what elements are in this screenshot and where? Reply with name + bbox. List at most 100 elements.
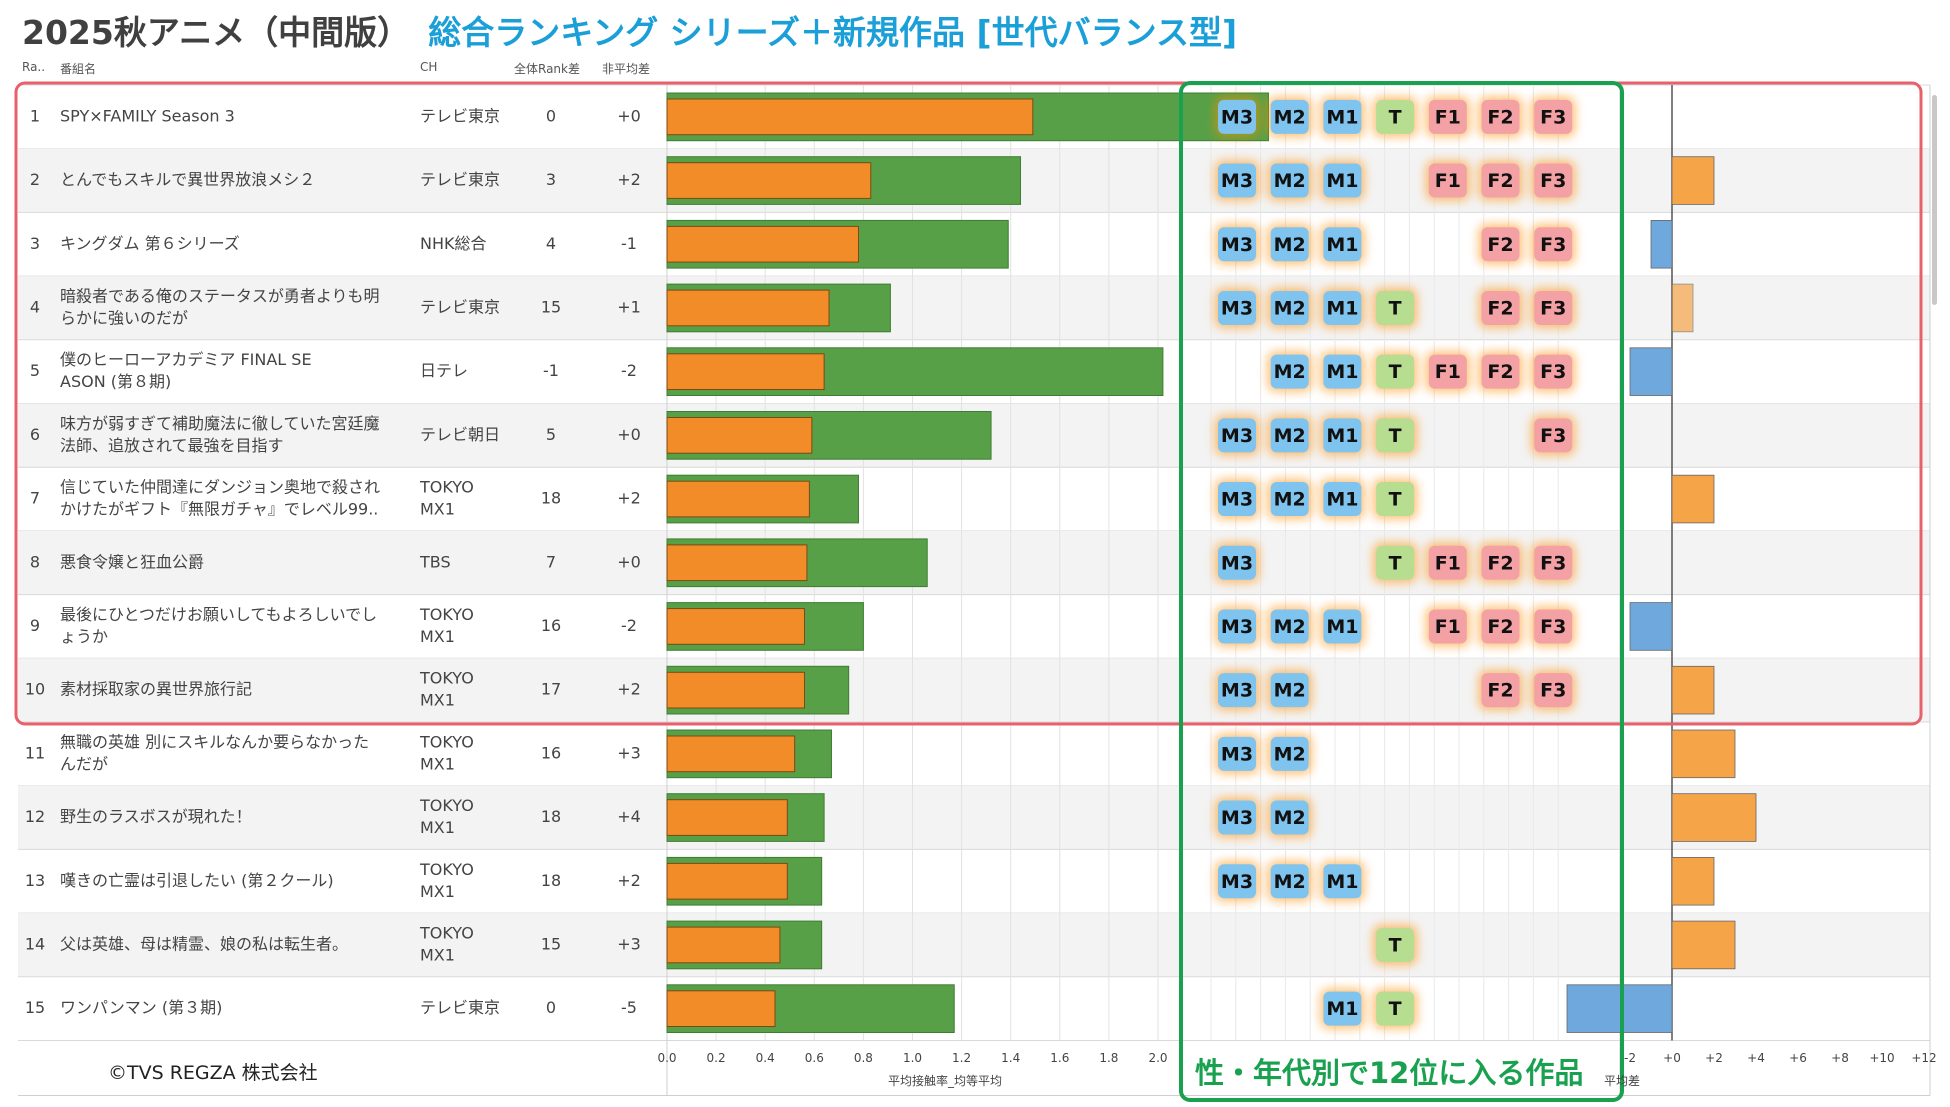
segment-badge xyxy=(1270,354,1309,389)
segment-badge xyxy=(1428,99,1467,134)
program-name: SPY×FAMILY Season 3 xyxy=(60,106,235,125)
rank-number: 13 xyxy=(25,871,45,890)
segment-badge-label: M3 xyxy=(1221,807,1253,829)
bar-axis-tick: 1.4 xyxy=(1001,1051,1020,1065)
segment-badge-label: T xyxy=(1389,552,1402,574)
segment-badge xyxy=(1376,991,1415,1026)
segment-badge xyxy=(1481,609,1520,644)
segment-badge xyxy=(1270,673,1309,708)
diff-axis-tick: +6 xyxy=(1789,1051,1807,1065)
channel-name: MX1 xyxy=(420,627,455,646)
segment-badge-label: T xyxy=(1389,106,1402,128)
equal-average-bar xyxy=(666,862,788,900)
segment-badge xyxy=(1376,545,1415,580)
row-background xyxy=(18,658,1930,722)
bar-axis-tick: 0.4 xyxy=(756,1051,775,1065)
segment-badge-label: M1 xyxy=(1326,616,1358,638)
equal-average-bar xyxy=(666,926,781,964)
segment-badge-label: T xyxy=(1389,998,1402,1020)
badge-column-highlight-box xyxy=(1179,81,1624,1102)
bias-diff-value: -1 xyxy=(621,234,637,253)
bias-diff-value: +2 xyxy=(617,871,641,890)
segment-badge-label: F2 xyxy=(1487,552,1513,574)
segment-badge-label: F2 xyxy=(1487,616,1513,638)
header-rank-diff[interactable]: 全体Rank差 xyxy=(514,62,580,76)
average-diff-bar xyxy=(1671,156,1715,205)
segment-badge xyxy=(1218,800,1256,835)
segment-badge xyxy=(1481,227,1520,262)
segment-badge-label: M3 xyxy=(1221,297,1253,319)
segment-badge-label: F2 xyxy=(1487,361,1513,383)
channel-name: MX1 xyxy=(420,754,455,773)
segment-badge-label: M2 xyxy=(1274,871,1306,893)
segment-badge-label: M3 xyxy=(1221,680,1253,702)
segment-badge-label: F3 xyxy=(1540,361,1566,383)
rank-diff-value: 15 xyxy=(541,297,561,316)
program-name: ょうか xyxy=(60,627,108,646)
segment-badge-label: M3 xyxy=(1221,552,1253,574)
program-name: 野生のラスボスが現れた！ xyxy=(60,807,252,826)
rank-number: 15 xyxy=(25,998,45,1017)
segment-badge xyxy=(1323,609,1362,644)
rank-diff-value: 3 xyxy=(546,170,556,189)
segment-badge-label: F3 xyxy=(1540,170,1566,192)
segment-badge-label: M1 xyxy=(1326,361,1358,383)
copyright-text: ©TVS REGZA 株式会社 xyxy=(108,1062,318,1084)
rank-diff-value: 5 xyxy=(546,425,556,444)
segment-badge-label: M3 xyxy=(1221,871,1253,893)
header-channel[interactable]: CH xyxy=(420,60,438,74)
header-rank[interactable]: Ra.. xyxy=(22,60,46,74)
segment-badge xyxy=(1428,354,1467,389)
segment-badge-label: M2 xyxy=(1274,743,1306,765)
rank-number: 2 xyxy=(30,170,40,189)
bar-axis-tick: 1.8 xyxy=(1099,1051,1118,1065)
channel-name: 日テレ xyxy=(420,361,468,380)
vertical-scrollbar[interactable] xyxy=(1932,95,1937,305)
bar-axis-tick: 0.8 xyxy=(854,1051,873,1065)
rank-diff-value: 15 xyxy=(541,934,561,953)
row-background xyxy=(18,913,1930,977)
segment-badge-label: M2 xyxy=(1274,361,1306,383)
equal-average-bar xyxy=(666,608,805,645)
rank-diff-value: 0 xyxy=(546,106,556,125)
segment-badge xyxy=(1428,163,1467,198)
segment-badge-label: F3 xyxy=(1540,425,1566,447)
channel-name: TOKYO xyxy=(419,796,474,815)
segment-badge xyxy=(1534,609,1573,644)
row-background xyxy=(18,785,1930,850)
program-name: 父は英雄、母は精霊、娘の私は転生者。 xyxy=(60,934,348,953)
segment-badge xyxy=(1376,482,1415,517)
bar-axis-tick: 1.0 xyxy=(903,1051,922,1065)
segment-badge xyxy=(1534,227,1573,262)
program-name: 僕のヒーローアカデミア FINAL SE xyxy=(60,350,312,369)
diff-axis-tick: +10 xyxy=(1869,1051,1894,1065)
segment-badge-label: M2 xyxy=(1274,234,1306,256)
average-diff-bar xyxy=(1650,219,1673,269)
segment-badge-label: F3 xyxy=(1540,680,1566,702)
segment-badge xyxy=(1376,927,1415,962)
segment-badge xyxy=(1323,864,1362,899)
rank-number: 8 xyxy=(30,552,40,571)
program-name: 無職の英雄 別にスキルなんか要らなかった xyxy=(60,732,369,751)
bias-diff-value: +0 xyxy=(617,106,641,125)
segment-badge xyxy=(1270,290,1309,325)
segment-badge-label: F3 xyxy=(1540,616,1566,638)
segment-badge xyxy=(1323,227,1362,262)
segment-badge-label: F2 xyxy=(1487,297,1513,319)
rank-number: 10 xyxy=(25,680,45,699)
program-name: 味方が弱すぎて補助魔法に徹していた宮廷魔 xyxy=(60,414,380,433)
equal-average-bar xyxy=(666,353,825,390)
segment-badge-label: F3 xyxy=(1540,552,1566,574)
segment-badge-label: M1 xyxy=(1326,489,1358,511)
header-program-name[interactable]: 番組名 xyxy=(60,62,97,76)
header-bias-diff[interactable]: 非平均差 xyxy=(602,62,651,76)
rank-diff-value: 18 xyxy=(541,871,561,890)
segment-badge xyxy=(1218,545,1256,580)
segment-badge-label: M1 xyxy=(1326,998,1358,1020)
segment-badge xyxy=(1481,99,1520,134)
program-name: キングダム 第６シリーズ xyxy=(60,234,240,253)
channel-name: テレビ東京 xyxy=(420,297,500,316)
channel-name: TOKYO xyxy=(419,860,474,879)
diff-axis-tick: +12 xyxy=(1911,1051,1936,1065)
segment-badge xyxy=(1376,99,1415,134)
